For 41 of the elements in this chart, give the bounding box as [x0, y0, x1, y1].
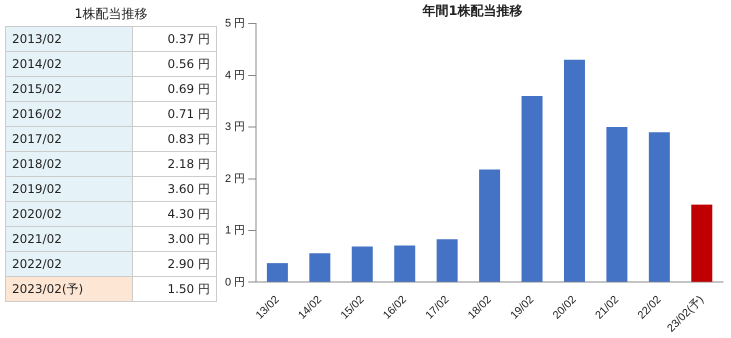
text: 1株配当推移	[73, 6, 149, 24]
category-label: 2013/02	[6, 26, 133, 52]
bar	[266, 263, 288, 282]
category-label: 2022/02	[6, 252, 133, 276]
text: 0.56 円	[167, 56, 210, 70]
category-label: 2021/02	[6, 226, 133, 252]
text: 0.83 円	[167, 132, 210, 146]
bar	[479, 169, 500, 282]
bar	[394, 246, 416, 282]
bar	[522, 96, 543, 282]
text: 2.18 円	[167, 156, 210, 170]
category-label: 2020/02	[6, 202, 133, 226]
y-tick-label: 2 円	[224, 172, 246, 185]
category-label: 2023/02(予)	[6, 276, 133, 302]
text: 2.90 円	[167, 256, 210, 270]
text: 3.60 円	[167, 182, 210, 196]
text: 0.37 円	[167, 32, 210, 46]
bar	[309, 253, 330, 282]
bar	[564, 60, 585, 282]
bar	[606, 127, 628, 282]
text: 0.71 円	[167, 106, 210, 120]
bar	[648, 132, 670, 282]
category-label: 2017/02	[6, 126, 133, 152]
text: 3.00 円	[167, 232, 210, 246]
y-tick-label: 0 円	[224, 276, 246, 288]
y-tick-label: 5 円	[224, 18, 246, 30]
text: 0.69 円	[167, 82, 210, 96]
category-label: 2015/02	[6, 76, 133, 102]
y-tick-label: 3 円	[224, 121, 246, 134]
category-label: 2018/02	[6, 152, 133, 176]
bar	[352, 246, 373, 282]
category-label: 2019/02	[6, 176, 133, 202]
category-label: 2014/02	[6, 52, 133, 76]
bar	[691, 204, 712, 282]
text: 1.50 円	[167, 282, 210, 296]
chart-title: 年間1株配当推移	[421, 4, 523, 20]
text: 4.30 円	[167, 206, 210, 220]
category-label: 2016/02	[6, 102, 133, 126]
y-tick-label: 4 円	[224, 69, 246, 82]
bar	[436, 239, 458, 282]
y-tick-label: 1 円	[224, 224, 246, 237]
